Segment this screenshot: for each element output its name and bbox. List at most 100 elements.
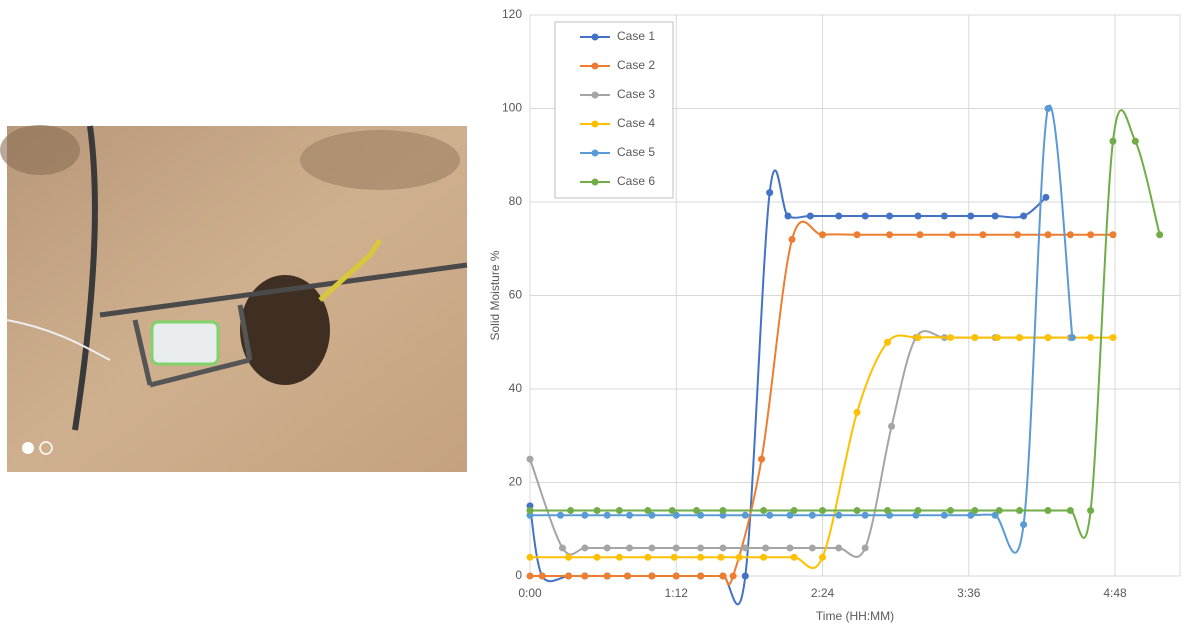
data-point xyxy=(914,334,921,341)
legend-marker xyxy=(592,179,599,186)
data-point xyxy=(594,554,601,561)
legend-label: Case 2 xyxy=(617,58,655,72)
y-axis-label: Solid Moisture % xyxy=(488,250,502,340)
chart: 0204060801001200:001:122:243:364:48Time … xyxy=(488,7,1180,623)
data-point xyxy=(835,213,842,220)
legend-label: Case 6 xyxy=(617,174,655,188)
x-tick-label: 0:00 xyxy=(518,586,542,600)
series-line xyxy=(530,335,1113,568)
data-point xyxy=(888,423,895,430)
data-point xyxy=(1069,334,1076,341)
data-point xyxy=(1087,231,1094,238)
data-point xyxy=(996,507,1003,514)
data-point xyxy=(644,554,651,561)
data-point xyxy=(527,573,534,580)
series-line xyxy=(530,331,1070,557)
data-point xyxy=(624,573,631,580)
y-tick-label: 80 xyxy=(509,194,523,208)
data-point xyxy=(766,512,773,519)
legend-marker xyxy=(592,121,599,128)
data-point xyxy=(693,507,700,514)
data-point xyxy=(717,554,724,561)
data-point xyxy=(648,573,655,580)
series-line xyxy=(530,222,1113,585)
data-point xyxy=(594,507,601,514)
data-point xyxy=(730,573,737,580)
data-point xyxy=(1044,334,1051,341)
data-point xyxy=(835,512,842,519)
data-point xyxy=(992,213,999,220)
data-point xyxy=(1067,507,1074,514)
data-point xyxy=(697,544,704,551)
data-point xyxy=(791,507,798,514)
data-point xyxy=(1132,138,1139,145)
data-point xyxy=(941,512,948,519)
data-point xyxy=(835,544,842,551)
data-point xyxy=(807,213,814,220)
data-point xyxy=(1087,507,1094,514)
data-point xyxy=(742,573,749,580)
data-point xyxy=(809,544,816,551)
data-point xyxy=(941,213,948,220)
legend-marker xyxy=(592,34,599,41)
data-point xyxy=(760,507,767,514)
data-point xyxy=(1109,138,1116,145)
data-point xyxy=(949,231,956,238)
data-point xyxy=(971,507,978,514)
data-point xyxy=(673,573,680,580)
data-point xyxy=(819,231,826,238)
data-point xyxy=(1067,231,1074,238)
data-point xyxy=(784,213,791,220)
data-point xyxy=(648,544,655,551)
data-point xyxy=(917,231,924,238)
data-point xyxy=(1109,334,1116,341)
x-tick-label: 4:48 xyxy=(1103,586,1127,600)
data-point xyxy=(1020,213,1027,220)
data-point xyxy=(671,554,678,561)
legend-marker xyxy=(592,92,599,99)
legend-label: Case 1 xyxy=(617,29,655,43)
data-point xyxy=(581,573,588,580)
data-point xyxy=(1044,105,1051,112)
data-point xyxy=(527,554,534,561)
data-point xyxy=(791,554,798,561)
data-point xyxy=(1044,231,1051,238)
data-point xyxy=(947,334,954,341)
legend-box xyxy=(555,22,673,198)
data-point xyxy=(604,512,611,519)
data-point xyxy=(1156,231,1163,238)
data-point xyxy=(1014,231,1021,238)
data-point xyxy=(787,544,794,551)
data-point xyxy=(914,507,921,514)
data-point xyxy=(1109,231,1116,238)
data-point xyxy=(669,507,676,514)
x-tick-label: 3:36 xyxy=(957,586,981,600)
data-point xyxy=(1087,334,1094,341)
data-point xyxy=(1020,521,1027,528)
data-point xyxy=(762,544,769,551)
data-point xyxy=(819,507,826,514)
data-point xyxy=(616,507,623,514)
data-point xyxy=(626,544,633,551)
y-tick-label: 60 xyxy=(509,288,523,302)
data-point xyxy=(719,573,726,580)
data-point xyxy=(673,544,680,551)
data-point xyxy=(557,512,564,519)
data-point xyxy=(971,334,978,341)
data-point xyxy=(742,512,749,519)
legend-label: Case 5 xyxy=(617,145,655,159)
data-point xyxy=(1042,194,1049,201)
data-point xyxy=(979,231,986,238)
data-point xyxy=(994,334,1001,341)
x-tick-label: 2:24 xyxy=(811,586,835,600)
data-point xyxy=(604,573,611,580)
data-point xyxy=(719,507,726,514)
page: 0204060801001200:001:122:243:364:48Time … xyxy=(0,0,1187,626)
data-point xyxy=(789,236,796,243)
data-point xyxy=(527,456,534,463)
data-point xyxy=(697,554,704,561)
y-tick-label: 0 xyxy=(515,568,522,582)
data-point xyxy=(559,544,566,551)
data-point xyxy=(1016,334,1023,341)
data-point xyxy=(809,512,816,519)
